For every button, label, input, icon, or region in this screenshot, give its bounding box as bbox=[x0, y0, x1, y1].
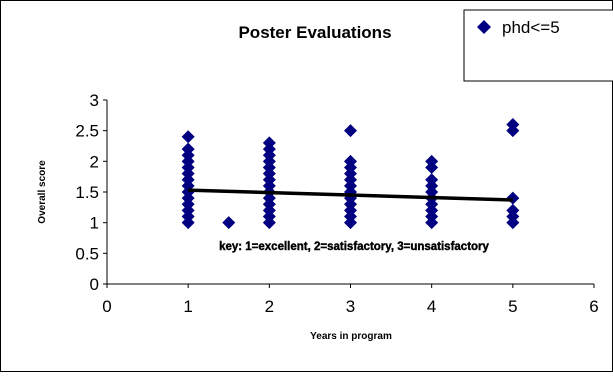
data-point bbox=[506, 203, 520, 217]
data-point bbox=[425, 154, 439, 168]
legend-marker-diamond bbox=[477, 20, 491, 34]
x-tick-label: 0 bbox=[102, 297, 111, 316]
data-point bbox=[181, 130, 195, 144]
trendline bbox=[188, 188, 513, 202]
data-point bbox=[425, 173, 439, 187]
y-axis-ticks: 0 0.5 1 1.5 2 2.5 3 bbox=[75, 91, 107, 294]
data-point bbox=[222, 216, 236, 230]
data-point bbox=[181, 142, 195, 156]
y-tick-label: 3 bbox=[90, 91, 99, 110]
chart-title: Poster Evaluations bbox=[238, 23, 391, 42]
data-point bbox=[344, 154, 357, 168]
x-tick-label: 2 bbox=[265, 297, 274, 316]
data-points bbox=[181, 118, 520, 230]
y-axis-label: Overall score bbox=[37, 160, 48, 224]
y-tick-label: 0.5 bbox=[75, 244, 99, 263]
x-axis-ticks: 0 1 2 3 4 5 6 bbox=[102, 284, 599, 316]
trendline-group bbox=[188, 188, 513, 202]
y-tick-label: 2 bbox=[90, 152, 99, 171]
legend-entry-phd-le-5: phd<=5 bbox=[502, 18, 560, 37]
x-tick-label: 4 bbox=[427, 297, 436, 316]
x-tick-label: 1 bbox=[183, 297, 192, 316]
legend: phd<=5 bbox=[463, 9, 613, 82]
legend-box bbox=[463, 9, 613, 82]
data-point bbox=[506, 118, 520, 132]
x-tick-label: 6 bbox=[589, 297, 598, 316]
annotation-key: key: 1=excellent, 2=satisfactory, 3=unsa… bbox=[219, 241, 489, 253]
y-tick-label: 2.5 bbox=[75, 122, 99, 141]
x-axis-label: Years in program bbox=[310, 331, 392, 342]
x-tick-label: 5 bbox=[508, 297, 517, 316]
data-point bbox=[344, 124, 357, 138]
y-tick-label: 0 bbox=[90, 275, 99, 294]
data-point bbox=[262, 136, 276, 150]
y-tick-label: 1 bbox=[90, 214, 99, 233]
y-tick-label: 1.5 bbox=[75, 183, 99, 202]
x-tick-label: 3 bbox=[346, 297, 355, 316]
